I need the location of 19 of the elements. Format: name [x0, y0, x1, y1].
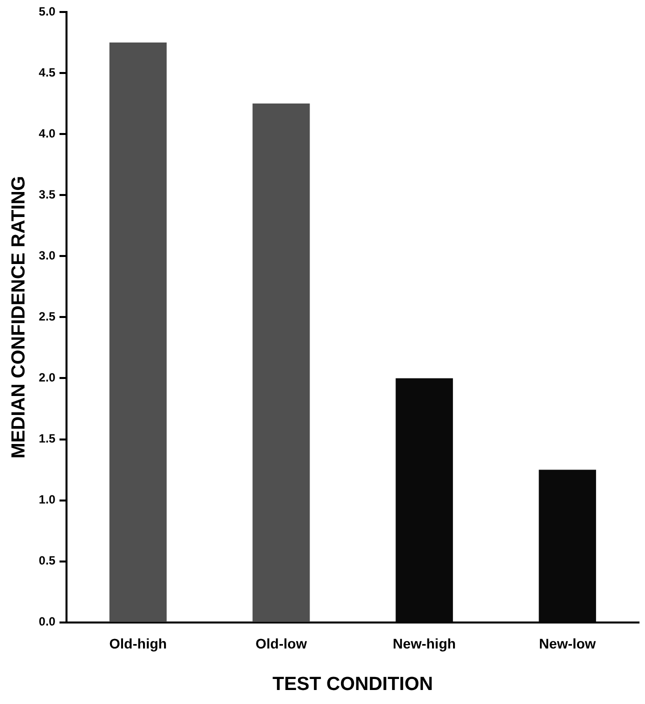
y-tick-label: 5.0 [38, 4, 56, 18]
y-axis-title: MEDIAN CONFIDENCE RATING [8, 176, 30, 458]
y-tick-label: 4.0 [38, 126, 56, 140]
y-tick-label: 4.5 [38, 65, 56, 80]
bar [109, 42, 167, 622]
y-tick-label: 3.5 [38, 187, 56, 202]
x-tick-label: Old-high [109, 636, 167, 652]
x-axis-title: TEST CONDITION [272, 674, 433, 695]
y-tick-label: 0.5 [38, 554, 56, 568]
x-tick-label: New-low [539, 636, 596, 652]
y-tick-label: 2.0 [38, 370, 56, 385]
bar [252, 104, 310, 622]
y-tick-label: 3.0 [38, 248, 56, 262]
x-tick-label: New-high [392, 636, 456, 652]
y-tick-label: 1.5 [38, 432, 56, 446]
y-tick-label: 0.0 [38, 614, 56, 629]
x-tick-label: Old-low [256, 636, 307, 652]
y-tick-label: 2.5 [38, 310, 56, 324]
y-tick-label: 1.0 [38, 492, 56, 507]
